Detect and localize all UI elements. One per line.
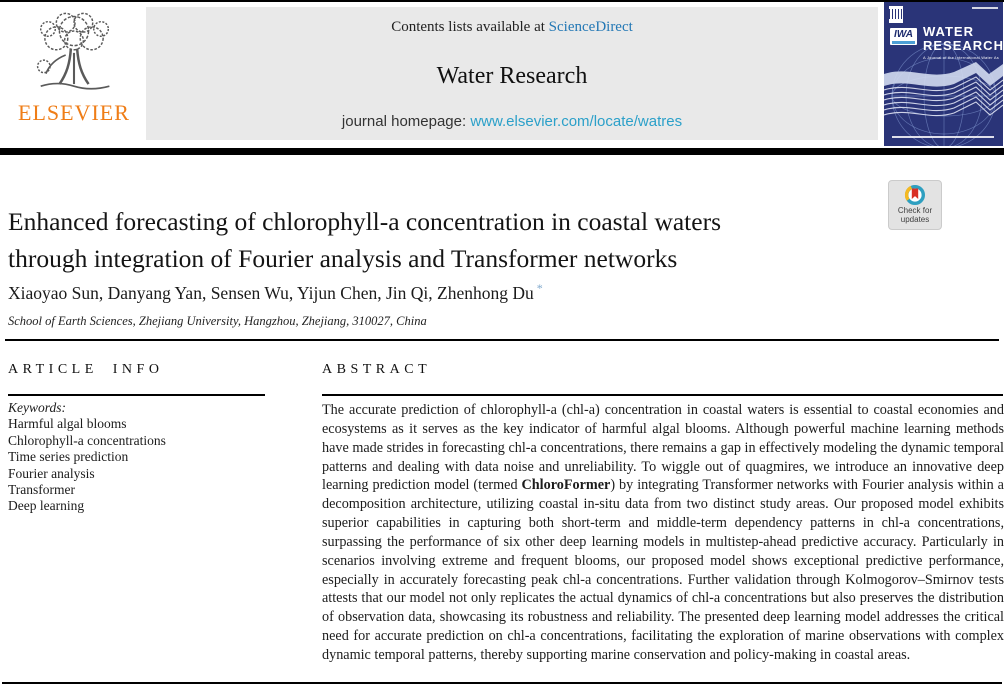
affiliation-line: School of Earth Sciences, Zhejiang Unive… [8, 314, 427, 328]
corresponding-author-asterisk[interactable]: * [536, 281, 543, 295]
contents-lists-line: Contents lists available at ScienceDirec… [146, 19, 878, 36]
iwa-logo-bar [892, 41, 915, 44]
authors-names: Xiaoyao Sun, Danyang Yan, Sensen Wu, Yij… [8, 282, 534, 303]
page-bottom-rule [2, 682, 1002, 684]
article-info-underline [8, 394, 265, 396]
authors-line: Xiaoyao Sun, Danyang Yan, Sensen Wu, Yij… [8, 281, 543, 304]
iwa-logo: IWA [890, 28, 917, 45]
abstract-underline [322, 394, 1003, 396]
keyword-item: Chlorophyll-a concentrations [8, 432, 166, 448]
page-top-rule [0, 0, 1004, 2]
article-title: Enhanced forecasting of chlorophyll-a co… [8, 204, 868, 277]
article-info-heading: ARTICLE INFO [8, 362, 164, 377]
cover-issue-text-placeholder [972, 7, 998, 9]
sciencedirect-link[interactable]: ScienceDirect [548, 19, 633, 35]
elsevier-logo[interactable]: ELSEVIER [8, 6, 140, 140]
crossmark-icon [904, 184, 926, 206]
cover-subtitle: A Journal of the International Water Ass… [923, 55, 999, 60]
cover-bottom-line [892, 136, 994, 138]
homepage-label: journal homepage: [341, 113, 471, 130]
abstract-part2: ) by integrating Transformer networks wi… [322, 477, 1004, 663]
elsevier-wordmark: ELSEVIER [18, 100, 130, 125]
contents-lists-text: Contents lists available at [391, 19, 549, 35]
journal-homepage-link[interactable]: www.elsevier.com/locate/watres [470, 113, 683, 130]
iwa-label: IWA [894, 29, 913, 40]
article-title-line1: Enhanced forecasting of chlorophyll-a co… [8, 207, 722, 236]
keywords-block: Keywords: Harmful algal blooms Chlorophy… [8, 400, 288, 515]
title-section-divider [5, 339, 999, 341]
journal-cover[interactable]: IWA WATER RESEARCH A Journal of the Inte… [884, 2, 1003, 146]
journal-band: Contents lists available at ScienceDirec… [146, 7, 878, 140]
abstract-heading: ABSTRACT [322, 362, 432, 377]
keywords-label: Keywords: [8, 400, 66, 415]
cover-title-line1: WATER [923, 24, 974, 39]
abstract-part1: The accurate prediction of chlorophyll-a… [322, 402, 1004, 494]
cover-waves-icon [884, 62, 1003, 117]
badge-text-line2: updates [900, 214, 930, 224]
elsevier-tree-icon [36, 12, 110, 90]
cover-title-line2: RESEARCH [923, 38, 1003, 53]
keyword-item: Time series prediction [8, 449, 129, 465]
abstract-model-name: ChloroFormer [521, 477, 611, 494]
abstract-paragraph: The accurate prediction of chlorophyll-a… [322, 401, 1004, 665]
keyword-item: Harmful algal blooms [8, 416, 127, 432]
cover-journal-title: WATER RESEARCH [923, 25, 1003, 53]
cover-barcode [889, 6, 903, 23]
header-divider-bar [0, 148, 1004, 155]
keyword-item: Deep learning [8, 498, 85, 514]
badge-text-line1: Check for [897, 206, 933, 215]
check-for-updates-badge[interactable]: Check for updates [888, 180, 942, 230]
homepage-line: journal homepage: www.elsevier.com/locat… [146, 113, 878, 130]
keyword-item: Fourier analysis [8, 465, 95, 481]
article-title-line2: through integration of Fourier analysis … [8, 243, 678, 273]
keyword-item: Transformer [8, 482, 75, 498]
journal-title: Water Research [436, 63, 588, 89]
